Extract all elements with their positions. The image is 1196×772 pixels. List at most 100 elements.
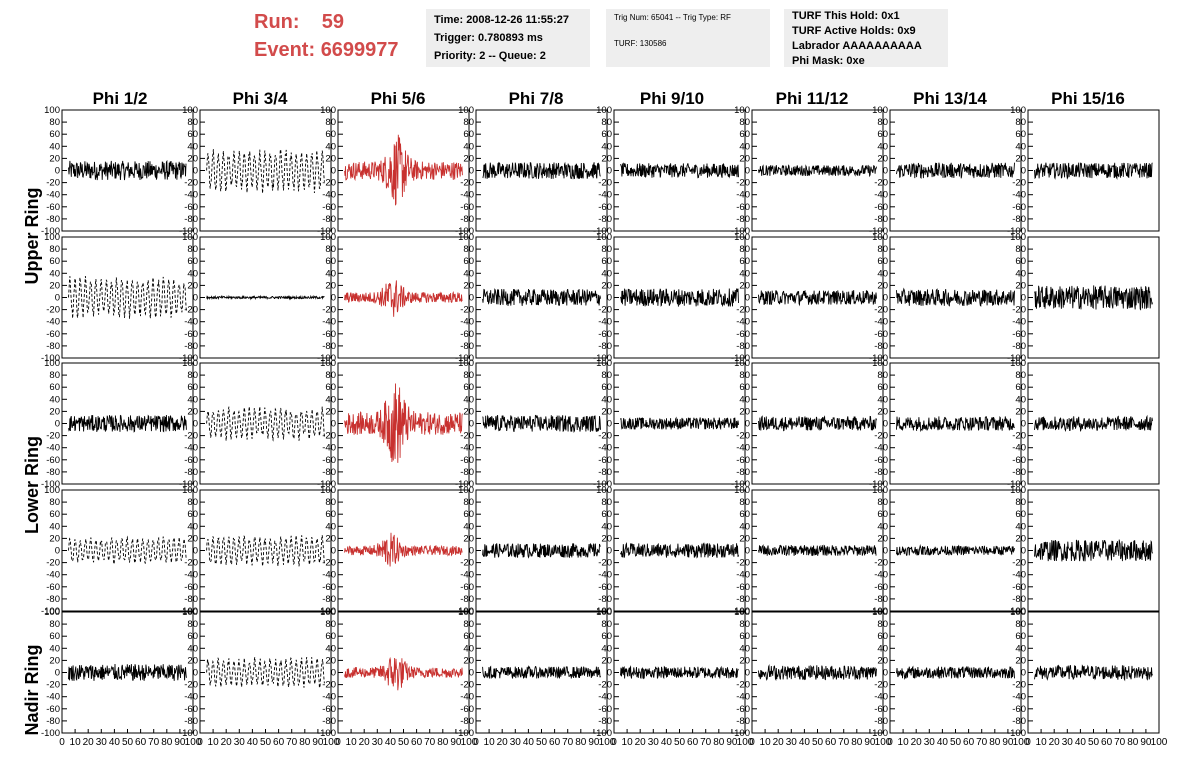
y-tick-label: 0 bbox=[745, 166, 750, 177]
y-tick-label: 80 bbox=[463, 619, 474, 630]
y-tick-label: -20 bbox=[46, 305, 60, 316]
y-tick-label: -40 bbox=[322, 190, 336, 201]
waveform-trace bbox=[206, 657, 325, 689]
y-tick-label: -80 bbox=[1012, 341, 1026, 352]
y-tick-label: 80 bbox=[463, 244, 474, 255]
y-tick-label: 0 bbox=[331, 293, 336, 304]
y-tick-label: -60 bbox=[874, 704, 888, 715]
waveform-trace bbox=[620, 288, 739, 308]
x-tick-label: 10 bbox=[208, 737, 220, 748]
y-tick-label: -20 bbox=[46, 680, 60, 691]
y-tick-label: -60 bbox=[460, 202, 474, 213]
y-tick-label: 0 bbox=[1021, 546, 1026, 557]
y-tick-label: 60 bbox=[1015, 256, 1026, 267]
x-tick-label: 100 bbox=[323, 737, 340, 748]
y-tick-label: -20 bbox=[322, 558, 336, 569]
y-tick-label: -80 bbox=[598, 214, 612, 225]
x-tick-label: 20 bbox=[83, 737, 95, 748]
y-tick-label: 60 bbox=[325, 382, 336, 393]
turf-hold-text: TURF This Hold: 0x1 bbox=[792, 10, 900, 22]
y-tick-label: 80 bbox=[877, 117, 888, 128]
y-tick-label: 100 bbox=[44, 358, 60, 369]
y-tick-label: -80 bbox=[598, 594, 612, 605]
y-tick-label: -40 bbox=[460, 570, 474, 581]
y-tick-label: 80 bbox=[1015, 497, 1026, 508]
x-tick-label: 100 bbox=[599, 737, 616, 748]
y-tick-label: 60 bbox=[1015, 509, 1026, 520]
y-tick-label: 0 bbox=[745, 419, 750, 430]
y-tick-label: -40 bbox=[460, 692, 474, 703]
y-tick-label: -20 bbox=[874, 558, 888, 569]
y-tick-label: -20 bbox=[1012, 558, 1026, 569]
y-tick-label: 20 bbox=[1015, 655, 1026, 666]
y-tick-label: 40 bbox=[325, 521, 336, 532]
y-tick-label: -20 bbox=[460, 431, 474, 442]
y-tick-label: 80 bbox=[601, 370, 612, 381]
y-tick-label: -60 bbox=[460, 329, 474, 340]
y-tick-label: -80 bbox=[184, 214, 198, 225]
priority-text: Priority: 2 -- Queue: 2 bbox=[434, 50, 546, 62]
y-tick-label: -40 bbox=[874, 570, 888, 581]
y-tick-label: 40 bbox=[187, 268, 198, 279]
y-tick-label: -80 bbox=[322, 716, 336, 727]
x-tick-label: 30 bbox=[510, 737, 522, 748]
y-tick-label: -60 bbox=[184, 704, 198, 715]
x-tick-label: 30 bbox=[96, 737, 108, 748]
x-tick-label: 70 bbox=[286, 737, 298, 748]
y-tick-label: -20 bbox=[736, 431, 750, 442]
y-tick-label: -60 bbox=[322, 455, 336, 466]
waveform-trace bbox=[896, 416, 1015, 433]
y-tick-label: 80 bbox=[601, 117, 612, 128]
y-tick-label: 100 bbox=[872, 358, 888, 369]
time-text: Time: 2008-12-26 11:55:27 bbox=[434, 14, 569, 26]
y-tick-label: -80 bbox=[184, 594, 198, 605]
y-tick-label: 40 bbox=[739, 394, 750, 405]
y-tick-label: -40 bbox=[184, 570, 198, 581]
y-tick-label: 80 bbox=[325, 619, 336, 630]
y-tick-label: -20 bbox=[1012, 431, 1026, 442]
x-tick-label: 60 bbox=[687, 737, 699, 748]
y-tick-label: -100 bbox=[731, 353, 750, 364]
x-tick-label: 60 bbox=[1101, 737, 1113, 748]
y-tick-label: 20 bbox=[325, 655, 336, 666]
waveform-trace bbox=[620, 416, 739, 431]
y-tick-label: 40 bbox=[877, 141, 888, 152]
y-tick-label: 20 bbox=[325, 406, 336, 417]
y-tick-label: 20 bbox=[187, 280, 198, 291]
y-tick-label: 60 bbox=[1015, 129, 1026, 140]
y-tick-label: 60 bbox=[1015, 382, 1026, 393]
y-tick-label: 80 bbox=[187, 619, 198, 630]
y-tick-label: -80 bbox=[1012, 594, 1026, 605]
y-tick-label: 40 bbox=[463, 268, 474, 279]
y-tick-label: -80 bbox=[460, 594, 474, 605]
y-tick-label: 60 bbox=[877, 631, 888, 642]
x-tick-label: 30 bbox=[1062, 737, 1074, 748]
y-tick-label: 0 bbox=[1021, 166, 1026, 177]
y-tick-label: -80 bbox=[46, 341, 60, 352]
y-tick-label: -80 bbox=[184, 341, 198, 352]
y-tick-label: -20 bbox=[1012, 680, 1026, 691]
y-tick-label: 40 bbox=[187, 643, 198, 654]
y-tick-label: 20 bbox=[739, 655, 750, 666]
column-header-1: Phi 1/2 bbox=[93, 89, 148, 108]
y-tick-label: -40 bbox=[322, 692, 336, 703]
y-tick-label: -80 bbox=[874, 214, 888, 225]
trig-info-box: Trig Num: 65041 -- Trig Type: RF TURF: 1… bbox=[606, 9, 770, 67]
y-tick-label: 20 bbox=[601, 280, 612, 291]
y-tick-label: -80 bbox=[874, 594, 888, 605]
y-tick-label: 80 bbox=[187, 370, 198, 381]
x-tick-label: 80 bbox=[575, 737, 587, 748]
y-tick-label: 60 bbox=[463, 129, 474, 140]
y-tick-label: -40 bbox=[736, 692, 750, 703]
waveform-trace bbox=[68, 159, 187, 181]
waveform-trace bbox=[482, 542, 601, 559]
waveform-trace bbox=[758, 664, 877, 681]
y-tick-label: -60 bbox=[736, 704, 750, 715]
y-tick-label: -100 bbox=[455, 353, 474, 364]
y-tick-label: -100 bbox=[1007, 728, 1026, 739]
